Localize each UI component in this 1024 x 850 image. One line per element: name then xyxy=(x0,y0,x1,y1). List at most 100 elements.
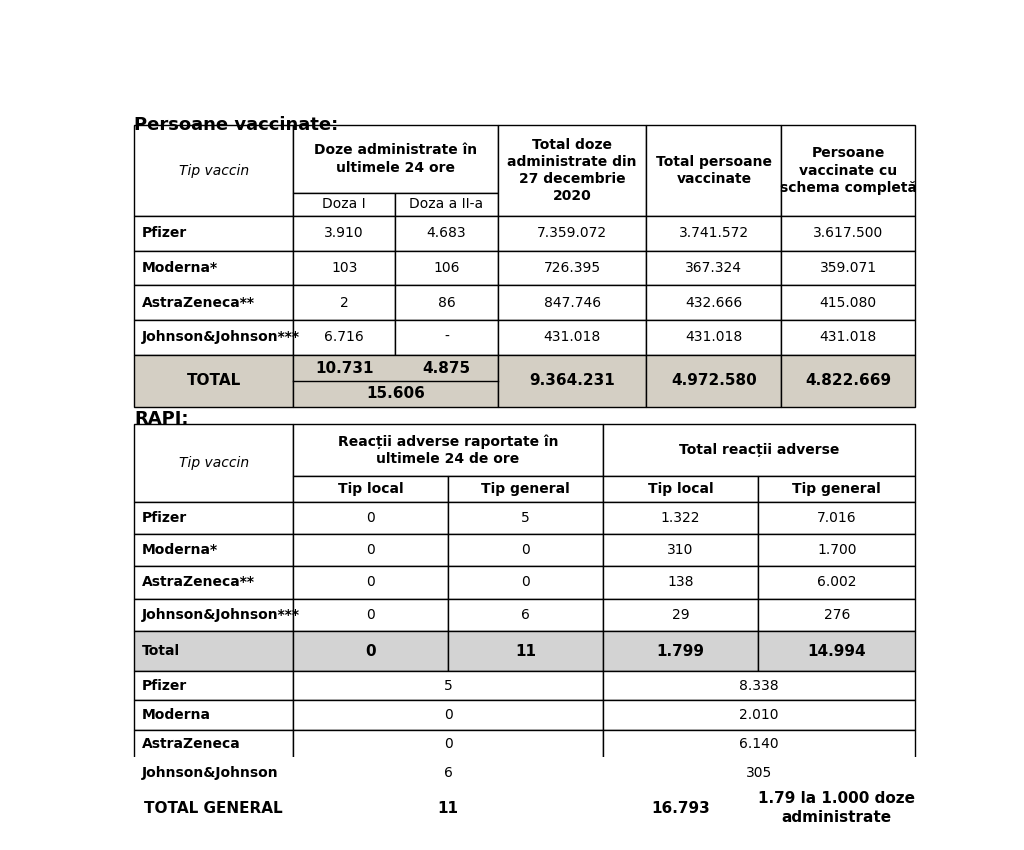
Bar xyxy=(293,788,603,828)
Text: 9.364.231: 9.364.231 xyxy=(529,373,615,388)
Bar xyxy=(449,502,603,534)
Text: 15.606: 15.606 xyxy=(366,387,425,401)
Bar xyxy=(395,216,498,251)
Bar xyxy=(134,788,293,828)
Bar xyxy=(134,125,293,216)
Text: 138: 138 xyxy=(668,575,694,590)
Bar xyxy=(293,476,449,502)
Bar xyxy=(646,251,781,286)
Text: AstraZeneca: AstraZeneca xyxy=(142,737,241,751)
Bar xyxy=(758,631,915,671)
Bar xyxy=(134,424,293,501)
Text: 431.018: 431.018 xyxy=(544,331,601,344)
Bar xyxy=(293,251,395,286)
Bar xyxy=(781,354,915,407)
Bar xyxy=(498,216,646,251)
Text: 11: 11 xyxy=(437,801,459,816)
Text: Persoane
vaccinate cu
schema completă: Persoane vaccinate cu schema completă xyxy=(780,146,916,195)
Bar xyxy=(134,671,293,700)
Text: Johnson&Johnson***: Johnson&Johnson*** xyxy=(142,331,300,344)
Text: Tip general: Tip general xyxy=(481,482,570,496)
Bar xyxy=(498,286,646,320)
Bar xyxy=(603,502,758,534)
Text: 5: 5 xyxy=(521,511,530,524)
Bar xyxy=(293,125,498,193)
Text: 29: 29 xyxy=(672,608,689,622)
Text: 1.79 la 1.000 doze
administrate: 1.79 la 1.000 doze administrate xyxy=(758,791,915,824)
Bar xyxy=(134,729,293,759)
Bar xyxy=(758,502,915,534)
Bar xyxy=(646,286,781,320)
Text: 415.080: 415.080 xyxy=(820,296,877,309)
Text: 106: 106 xyxy=(433,261,460,275)
Bar xyxy=(134,534,293,566)
Text: 4.822.669: 4.822.669 xyxy=(805,373,892,388)
Bar xyxy=(134,320,293,354)
Bar xyxy=(134,286,293,320)
Bar xyxy=(134,566,293,598)
Text: Doza a II-a: Doza a II-a xyxy=(410,197,483,212)
Text: Doze administrate în
ultimele 24 ore: Doze administrate în ultimele 24 ore xyxy=(313,144,477,174)
Text: 14.994: 14.994 xyxy=(808,643,866,659)
Text: Total: Total xyxy=(142,644,180,658)
Bar xyxy=(293,320,395,354)
Text: Doza I: Doza I xyxy=(323,197,366,212)
Bar xyxy=(498,125,646,216)
Text: 7.359.072: 7.359.072 xyxy=(537,226,607,241)
Bar xyxy=(781,286,915,320)
Text: Total persoane
vaccinate: Total persoane vaccinate xyxy=(656,155,772,186)
Text: Moderna*: Moderna* xyxy=(142,261,218,275)
Text: 367.324: 367.324 xyxy=(685,261,742,275)
Text: Tip vaccin: Tip vaccin xyxy=(178,163,249,178)
Text: 1.799: 1.799 xyxy=(656,643,705,659)
Text: TOTAL GENERAL: TOTAL GENERAL xyxy=(144,801,283,816)
Text: 0: 0 xyxy=(367,575,375,590)
Text: 10.731: 10.731 xyxy=(315,361,374,377)
Bar xyxy=(498,354,646,407)
Bar xyxy=(293,700,603,729)
Text: 359.071: 359.071 xyxy=(820,261,877,275)
Bar xyxy=(293,354,498,407)
Bar xyxy=(293,598,449,631)
Text: 4.875: 4.875 xyxy=(423,361,471,377)
Text: 276: 276 xyxy=(823,608,850,622)
Bar xyxy=(781,216,915,251)
Bar xyxy=(293,759,603,788)
Text: 6: 6 xyxy=(443,767,453,780)
Bar xyxy=(449,566,603,598)
Text: 0: 0 xyxy=(521,543,530,557)
Bar xyxy=(293,216,395,251)
Text: 0: 0 xyxy=(367,543,375,557)
Bar xyxy=(134,759,293,788)
Bar xyxy=(781,320,915,354)
Bar xyxy=(449,631,603,671)
Bar xyxy=(646,354,781,407)
Text: 11: 11 xyxy=(515,643,537,659)
Text: 726.395: 726.395 xyxy=(544,261,601,275)
Bar xyxy=(646,216,781,251)
Text: 0: 0 xyxy=(367,511,375,524)
Bar xyxy=(603,534,758,566)
Text: 432.666: 432.666 xyxy=(685,296,742,309)
Bar xyxy=(293,193,395,216)
Text: Pfizer: Pfizer xyxy=(142,678,187,693)
Bar xyxy=(603,788,758,828)
Bar xyxy=(646,125,781,216)
Text: Johnson&Johnson: Johnson&Johnson xyxy=(142,767,279,780)
Bar xyxy=(293,566,449,598)
Text: RAPI:: RAPI: xyxy=(134,410,188,428)
Bar xyxy=(449,534,603,566)
Text: Moderna*: Moderna* xyxy=(142,543,218,557)
Bar xyxy=(603,729,915,759)
Bar xyxy=(293,671,603,700)
Bar xyxy=(758,598,915,631)
Bar xyxy=(293,729,603,759)
Text: Tip local: Tip local xyxy=(648,482,714,496)
Text: 0: 0 xyxy=(366,643,376,659)
Text: Tip general: Tip general xyxy=(793,482,881,496)
Bar xyxy=(134,251,293,286)
Text: 16.793: 16.793 xyxy=(651,801,710,816)
Text: Pfizer: Pfizer xyxy=(142,511,187,524)
Text: 86: 86 xyxy=(437,296,456,309)
Text: 5: 5 xyxy=(443,678,453,693)
